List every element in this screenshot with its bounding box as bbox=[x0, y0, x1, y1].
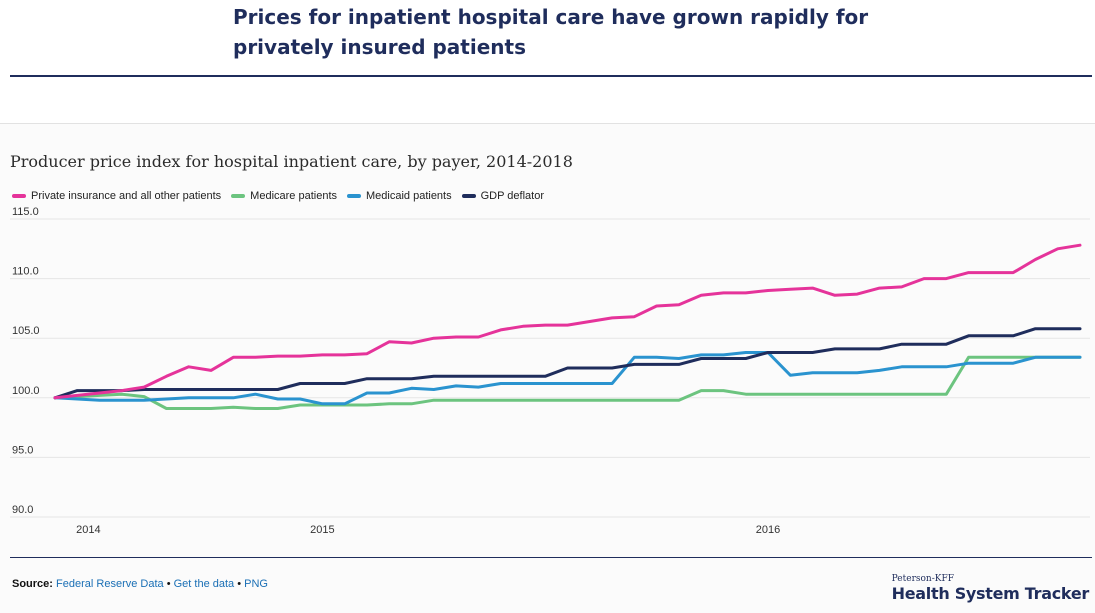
legend-item-private[interactable]: Private insurance and all other patients bbox=[12, 190, 221, 202]
y-tick-label: 95.0 bbox=[12, 444, 33, 456]
series-line-medicaid[interactable] bbox=[53, 351, 1082, 406]
chart-title: Producer price index for hospital inpati… bbox=[10, 152, 573, 171]
y-tick-label: 105.0 bbox=[12, 325, 40, 337]
x-tick-label: 2014 bbox=[76, 524, 100, 536]
y-tick-label: 90.0 bbox=[12, 504, 33, 516]
legend-item-gdp[interactable]: GDP deflator bbox=[461, 190, 544, 202]
legend-swatch-medicare bbox=[231, 194, 246, 198]
header-divider bbox=[10, 75, 1092, 77]
page-title: Prices for inpatient hospital care have … bbox=[233, 5, 869, 59]
legend-item-medicare[interactable]: Medicare patients bbox=[231, 190, 337, 202]
legend-swatch-medicaid bbox=[347, 194, 361, 198]
series-line-medicare[interactable] bbox=[53, 355, 1082, 410]
y-tick-label: 115.0 bbox=[12, 206, 39, 218]
legend-swatch-private bbox=[12, 194, 26, 198]
legend-label-medicaid: Medicaid patients bbox=[366, 190, 452, 202]
y-tick-label: 110.0 bbox=[12, 266, 39, 278]
brand-small-text: Peterson-KFF bbox=[891, 574, 954, 584]
png-link[interactable]: PNG bbox=[244, 578, 268, 590]
legend-label-medicare: Medicare patients bbox=[250, 190, 337, 202]
legend-item-medicaid[interactable]: Medicaid patients bbox=[347, 190, 452, 202]
separator: • bbox=[237, 578, 242, 590]
y-axis-labels: 115.0 110.0 105.0 100.0 95.0 90.0 bbox=[12, 206, 40, 516]
federal-reserve-link[interactable]: Federal Reserve Data bbox=[56, 578, 164, 590]
x-tick-label: 2016 bbox=[756, 524, 780, 536]
series-line-private[interactable] bbox=[53, 243, 1082, 400]
brand-logo[interactable]: Peterson-KFF Health System Tracker bbox=[891, 574, 1090, 603]
x-tick-label: 2015 bbox=[310, 524, 334, 536]
brand-name: Health System Tracker bbox=[891, 584, 1090, 603]
chart-legend: Private insurance and all other patients… bbox=[12, 188, 554, 204]
source-label: Source: bbox=[12, 578, 53, 590]
x-axis-labels: 20142015201620172018 bbox=[76, 524, 780, 536]
get-data-link[interactable]: Get the data bbox=[173, 578, 235, 590]
legend-label-private: Private insurance and all other patients bbox=[31, 190, 222, 202]
legend-label-gdp: GDP deflator bbox=[480, 190, 544, 202]
source-line: Source: Federal Reserve Data • Get the d… bbox=[12, 578, 268, 590]
separator: • bbox=[166, 578, 171, 590]
line-chart: 115.0 110.0 105.0 100.0 95.0 90.0 2014 2015 201… bbox=[10, 206, 1090, 536]
series-line-gdp[interactable] bbox=[53, 327, 1082, 400]
footer-divider bbox=[10, 557, 1092, 558]
y-tick-label: 100.0 bbox=[12, 385, 40, 397]
legend-swatch-gdp bbox=[461, 194, 476, 198]
series-lines bbox=[53, 243, 1082, 410]
